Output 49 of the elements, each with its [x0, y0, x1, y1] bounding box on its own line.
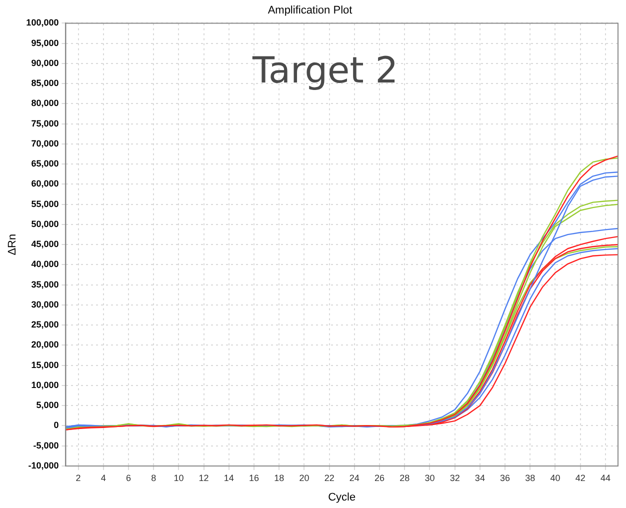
x-tick-label: 18 — [274, 472, 284, 483]
x-tick-label: 6 — [126, 472, 131, 483]
x-tick-label: 30 — [424, 472, 435, 483]
y-tick-label: 50,000 — [31, 218, 59, 229]
x-axis-title: Cycle — [328, 491, 356, 504]
y-tick-label: 55,000 — [31, 198, 59, 209]
y-tick-label: 75,000 — [31, 118, 59, 128]
y-tick-label: 20,000 — [31, 340, 59, 350]
x-tick-label: 44 — [600, 472, 610, 483]
x-tick-label: 14 — [224, 472, 234, 483]
y-tick-label: 95,000 — [31, 38, 59, 48]
x-tick-label: 32 — [450, 472, 460, 483]
x-tick-label: 34 — [474, 472, 485, 483]
y-tick-label: 30,000 — [31, 299, 59, 310]
x-tick-label: 12 — [198, 472, 209, 483]
y-tick-label: 0 — [54, 420, 59, 430]
x-tick-label: 26 — [374, 472, 385, 483]
y-axis-title: ΔRn — [6, 234, 19, 256]
y-tick-label: 10,000 — [31, 380, 59, 390]
x-tick-label: 20 — [299, 472, 310, 483]
x-tick-label: 2 — [76, 472, 81, 483]
y-tick-label: 80,000 — [31, 98, 59, 108]
y-tick-label: 40,000 — [31, 259, 59, 270]
x-tick-label: 22 — [324, 472, 334, 483]
annotation: Target 2 — [251, 50, 398, 92]
y-tick-label: 25,000 — [31, 320, 59, 330]
x-tick-label: 24 — [349, 472, 360, 483]
x-tick-label: 8 — [151, 472, 156, 483]
x-tick-label: 10 — [174, 472, 184, 483]
x-tick-label: 4 — [100, 472, 106, 483]
y-tick-label: 5,000 — [36, 400, 59, 410]
x-tick-label: 40 — [550, 472, 560, 483]
y-tick-label: 70,000 — [31, 138, 59, 148]
y-tick-label: 90,000 — [31, 58, 59, 68]
x-tick-label: 28 — [400, 472, 410, 483]
y-tick-label: -5,000 — [33, 440, 59, 450]
chart-title: Amplification Plot — [268, 4, 352, 17]
y-tick-label: 100,000 — [26, 18, 59, 28]
y-tick-label: 60,000 — [31, 178, 59, 189]
x-tick-label: 38 — [525, 472, 536, 483]
y-tick-label: 35,000 — [31, 279, 59, 290]
x-tick-label: 42 — [575, 472, 586, 483]
y-tick-label: 65,000 — [31, 158, 59, 169]
y-tick-label: -10,000 — [28, 460, 59, 470]
y-tick-label: 15,000 — [31, 360, 59, 370]
x-tick-label: 16 — [249, 472, 260, 483]
x-tick-label: 36 — [500, 472, 510, 483]
y-tick-label: 85,000 — [31, 78, 59, 88]
y-tick-label: 45,000 — [31, 239, 59, 250]
